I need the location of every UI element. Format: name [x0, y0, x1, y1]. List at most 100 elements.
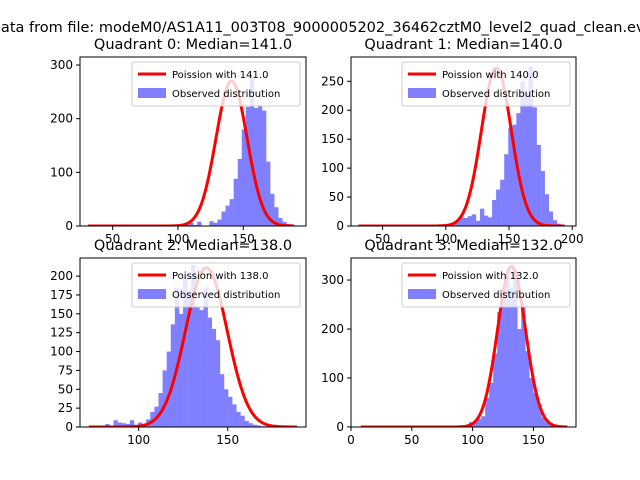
histogram-bar	[524, 92, 529, 226]
histogram-bar	[492, 199, 497, 226]
y-tick-label: 100	[321, 161, 344, 175]
histogram-bar	[475, 220, 481, 226]
histogram-bar	[249, 76, 255, 226]
histogram-bar	[463, 217, 469, 226]
x-tick-label: 150	[216, 433, 239, 447]
x-tick-label: 0	[347, 433, 355, 447]
y-tick-label: 100	[321, 371, 344, 385]
histogram-bar	[552, 220, 558, 226]
histogram-bar	[549, 425, 554, 427]
x-tick-label: 150	[498, 232, 521, 246]
histogram-bar	[532, 107, 537, 226]
histogram-bar	[219, 374, 225, 427]
histogram-bar	[233, 178, 238, 226]
axes-frame-1	[350, 56, 577, 227]
histogram-bars-1	[439, 66, 562, 226]
histogram-bar	[121, 423, 127, 427]
y-tick-label: 175	[50, 288, 73, 302]
histogram-bar	[500, 179, 505, 226]
panel-title: Quadrant 3: Median=132.0	[364, 238, 562, 254]
histogram-bars-3	[449, 270, 562, 427]
histogram-bar	[241, 129, 247, 226]
x-tick-label: 50	[375, 232, 390, 246]
histogram-bar	[248, 423, 253, 427]
histogram-bar	[509, 287, 514, 427]
y-tick-label: 200	[50, 112, 73, 126]
histogram-bar	[540, 171, 545, 226]
legend-box	[131, 262, 301, 308]
histogram-bar	[512, 124, 517, 226]
histogram-bar	[187, 291, 192, 427]
y-tick-label: 200	[50, 269, 73, 283]
histogram-bar	[257, 104, 263, 226]
histogram-bar	[533, 392, 538, 427]
legend-line-label: Poission with 132.0	[442, 271, 538, 282]
histogram-bar	[483, 215, 489, 226]
histogram-bar	[223, 389, 229, 427]
histogram-bar	[496, 189, 501, 226]
histogram-bar	[471, 214, 477, 226]
y-tick-label: 300	[50, 58, 73, 72]
histogram-bar	[497, 311, 502, 427]
y-tick-label: 150	[321, 132, 344, 146]
y-tick-label: 250	[321, 74, 344, 88]
x-tick-label: 100	[167, 232, 190, 246]
histogram-bar	[183, 276, 188, 427]
panel-title: Quadrant 1: Median=140.0	[364, 37, 562, 53]
histogram-bar	[459, 217, 465, 226]
poisson-curve-3	[359, 264, 569, 427]
histogram-bar	[105, 423, 110, 427]
histogram-bar	[193, 224, 198, 226]
panel-quadrant-3: 0 50 100 150 0 100 200 300 Poission with 132.0 Ob…	[321, 238, 577, 447]
histogram-bar	[544, 194, 549, 226]
histogram-bar	[270, 193, 275, 226]
histogram-bar	[229, 199, 234, 226]
histogram-bar	[232, 404, 237, 427]
histogram-bar	[203, 287, 208, 427]
histogram-bar	[207, 317, 212, 427]
legend-bar-label: Observed distribution	[442, 290, 550, 301]
legend-0: Poission with 141.0 Observed distribution	[131, 61, 301, 107]
legend-bar-swatch	[408, 88, 436, 98]
histogram-bar	[261, 110, 267, 226]
x-tick-label: 100	[434, 232, 457, 246]
histogram-bar	[528, 66, 533, 226]
axes-frame-0	[79, 56, 307, 227]
histogram-bar	[274, 207, 279, 226]
histogram-bar	[508, 127, 513, 226]
x-tick-label: 200	[561, 232, 584, 246]
histogram-bar	[266, 161, 271, 226]
histogram-bar	[529, 378, 534, 427]
histogram-bar	[189, 222, 194, 226]
legend-2: Poission with 138.0 Observed distribution	[131, 262, 301, 308]
y-tick-label: 0	[65, 420, 73, 434]
poisson-curve-1	[357, 66, 566, 226]
histogram-bar	[178, 313, 184, 427]
histogram-bar	[225, 205, 230, 226]
histogram-bar	[195, 306, 200, 427]
histogram-bar	[505, 277, 510, 427]
histogram-bar	[282, 221, 287, 226]
histogram-bar	[253, 107, 259, 226]
y-tick-label: 200	[321, 322, 344, 336]
legend-bar-label: Observed distribution	[172, 290, 280, 301]
histogram-bar	[170, 324, 176, 427]
histogram-bar	[213, 222, 218, 226]
y-tick-label: 200	[321, 103, 344, 117]
x-tick-label: 100	[461, 433, 484, 447]
histogram-bar	[536, 144, 541, 226]
histogram-bar	[240, 415, 245, 427]
legend-bar-label: Observed distribution	[172, 89, 280, 100]
histogram-bar	[488, 217, 493, 226]
legend-bar-label: Observed distribution	[442, 89, 550, 100]
panel-quadrant-1: 50 100 150 200 0 50 100 150 200 250 Poission with …	[321, 37, 584, 246]
legend-bar-swatch	[138, 88, 166, 98]
histogram-bar	[521, 304, 526, 427]
y-tick-label: 100	[50, 345, 73, 359]
histogram-bar	[489, 382, 494, 427]
x-tick-label: 50	[105, 232, 120, 246]
histogram-bar	[256, 425, 262, 427]
y-tick-label: 100	[50, 165, 73, 179]
histogram-bar	[113, 420, 118, 427]
